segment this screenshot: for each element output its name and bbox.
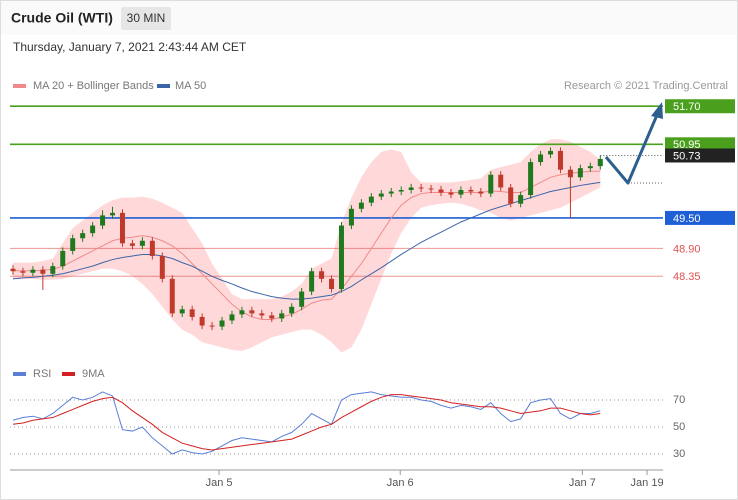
y-tick-label: 50: [673, 421, 685, 433]
candle-body: [408, 187, 414, 190]
candle-body: [478, 191, 484, 194]
rsi-line: [12, 391, 601, 455]
candle-body: [498, 174, 504, 188]
timeframe-badge: [121, 7, 171, 30]
level-label: 50.95: [673, 139, 701, 151]
candle-body: [289, 306, 295, 314]
level-label: 50.73: [673, 150, 701, 162]
y-tick-label: 70: [673, 394, 685, 406]
credit: Research © 2021 Trading.Central: [564, 80, 728, 92]
candle-body: [587, 166, 593, 169]
candle-body: [378, 193, 384, 197]
timeframe: 30 MIN: [127, 11, 166, 25]
forecast-arrowhead: [651, 102, 663, 119]
candle-body: [90, 225, 96, 234]
legend-label: 9MA: [82, 368, 105, 380]
candle-body: [597, 159, 603, 167]
x-tick-label: Jan 7: [569, 477, 596, 489]
candle-body: [548, 150, 554, 155]
legend-swatch: [62, 372, 75, 376]
candle-body: [418, 187, 424, 189]
candle-body: [80, 233, 86, 239]
candle-body: [528, 162, 534, 196]
legend-swatch: [13, 84, 26, 88]
candle-body: [159, 256, 165, 279]
candle-body: [139, 240, 145, 246]
title: Crude Oil (WTI): [11, 10, 113, 26]
timestamp: Thursday, January 7, 2021 2:43:44 AM CET: [13, 40, 247, 54]
candle-body: [10, 268, 16, 272]
candle-body: [428, 188, 434, 190]
candle-body: [368, 196, 374, 203]
candle-body: [249, 310, 255, 314]
candle-body: [538, 154, 544, 163]
ma-line: [12, 181, 601, 300]
x-tick-label: Jan 6: [387, 477, 414, 489]
legend-swatch: [13, 372, 26, 376]
candle-body: [358, 202, 364, 209]
level-label: 49.50: [673, 213, 701, 225]
level-label: 48.90: [673, 243, 701, 255]
level-label-box: [665, 99, 735, 114]
candle-body: [338, 225, 344, 289]
candle-body: [110, 212, 116, 216]
candle-body: [557, 150, 563, 170]
candle-body: [219, 320, 225, 327]
candle-body: [209, 325, 215, 327]
candle-body: [388, 191, 394, 194]
level-label-box: [665, 148, 735, 163]
candle-body: [398, 190, 404, 192]
plot: 51.70 50.95 49.50 48.90 48.35 50.73 MA 20 + Bo…: [10, 80, 735, 489]
candle-body: [50, 266, 56, 274]
candle-body: [279, 313, 285, 319]
legend-label: RSI: [33, 368, 51, 380]
candle-body: [40, 269, 46, 274]
level-label: 51.70: [673, 101, 701, 113]
rsi-line: [12, 394, 601, 451]
candle-body: [30, 269, 36, 273]
candle-body: [129, 243, 135, 246]
legend-swatch: [157, 84, 170, 88]
candle-body: [488, 174, 494, 194]
candle-body: [149, 240, 155, 256]
candle-body: [229, 314, 235, 321]
candle-body: [567, 169, 573, 178]
legend-label: MA 50: [175, 80, 206, 92]
candle-body: [60, 250, 66, 267]
candle-body: [438, 189, 444, 193]
candle-body: [199, 316, 205, 326]
x-tick-label: Jan 5: [206, 477, 233, 489]
ma-line: [12, 170, 601, 320]
candle-body: [179, 309, 185, 314]
x-tick-label: Jan 19: [631, 477, 664, 489]
candle-body: [508, 187, 514, 204]
candle-body: [309, 271, 315, 292]
candle-body: [348, 208, 354, 226]
forecast-arrow: [604, 114, 659, 185]
candle-body: [458, 190, 464, 195]
candle-body: [319, 271, 325, 279]
candle-body: [468, 190, 474, 192]
candle-body: [169, 278, 175, 314]
candle-body: [239, 310, 245, 315]
candle-body: [518, 195, 524, 204]
candle-body: [329, 278, 335, 289]
candle-body: [259, 313, 265, 316]
level-label-box: [665, 210, 735, 225]
level-label-box: [665, 137, 735, 152]
candle-body: [269, 315, 275, 319]
candle-body: [20, 271, 26, 273]
candle-body: [448, 192, 454, 195]
candle-body: [189, 309, 195, 317]
candle-body: [577, 168, 583, 178]
legend-label: MA 20 + Bollinger Bands: [33, 80, 154, 92]
level-label: 48.35: [673, 271, 701, 283]
candle-body: [70, 238, 76, 251]
y-tick-label: 30: [673, 448, 685, 460]
candle-body: [299, 291, 305, 307]
candle-body: [100, 215, 106, 226]
candle-body: [119, 212, 125, 244]
